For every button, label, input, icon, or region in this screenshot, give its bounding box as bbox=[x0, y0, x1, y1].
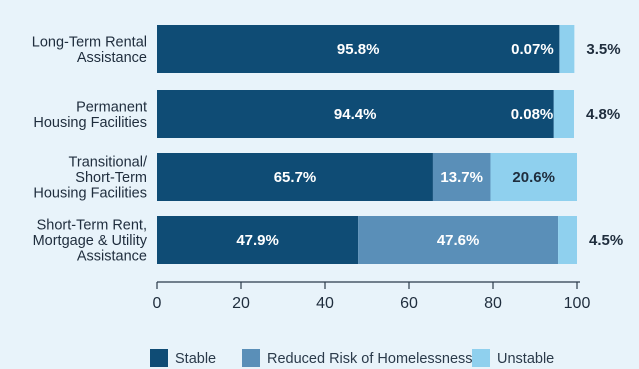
bar-segment-unstable bbox=[559, 25, 575, 73]
x-tick-label: 0 bbox=[153, 295, 162, 312]
category-label: Short-Term Rent, Mortgage & Utility Assist… bbox=[33, 218, 148, 265]
data-label: 3.5% bbox=[586, 41, 620, 58]
bar-segment-unstable bbox=[558, 216, 577, 264]
bar-segment-stable bbox=[157, 90, 554, 138]
legend-label: Reduced Risk of Homelessness bbox=[267, 351, 473, 367]
data-label: 65.7% bbox=[274, 169, 317, 186]
category-label-line: Housing Facilities bbox=[33, 186, 147, 202]
bar-segment-stable bbox=[157, 153, 433, 201]
data-label: 20.6% bbox=[512, 169, 555, 186]
category-label-line: Short-Term Rent, bbox=[37, 218, 147, 234]
bar-segment-stable bbox=[157, 216, 359, 264]
x-tick-label: 20 bbox=[232, 295, 250, 312]
category-label-line: Assistance bbox=[77, 50, 147, 66]
bar-segment-unstable bbox=[553, 90, 574, 138]
data-label: 0.07% bbox=[511, 41, 554, 58]
data-label: 13.7% bbox=[440, 169, 483, 186]
category-label: Long-Term Rental Assistance bbox=[32, 34, 147, 66]
category-label-line: Transitional/ bbox=[69, 155, 148, 171]
category-label-line: Housing Facilities bbox=[33, 115, 147, 131]
data-label: 95.8% bbox=[337, 41, 380, 58]
category-label: Transitional/Short-Term Housing Facilitie… bbox=[33, 155, 148, 202]
legend: Stable Reduced Risk of Homelessness Unstab… bbox=[150, 349, 554, 367]
category-label-line: Short-Term bbox=[75, 170, 147, 186]
bar-segment-stable bbox=[157, 25, 560, 73]
bars bbox=[157, 25, 577, 264]
data-label: 4.5% bbox=[589, 232, 623, 249]
category-label-line: Long-Term Rental bbox=[32, 34, 147, 50]
legend-label: Stable bbox=[175, 351, 216, 367]
data-label: 4.8% bbox=[586, 106, 620, 123]
x-axis-ticks: 0 20 40 60 80 100 bbox=[153, 282, 591, 312]
data-labels: 95.8% 0.07% 3.5% 94.4% 0.08% 4.8% 65.7% 13.7% 20… bbox=[236, 41, 623, 249]
category-label-line: Assistance bbox=[77, 249, 147, 265]
data-label: 0.08% bbox=[511, 106, 554, 123]
bar-segment-reduced-risk-of-homelessness bbox=[559, 25, 560, 73]
x-tick-label: 40 bbox=[316, 295, 334, 312]
category-label: Permanent Housing Facilities bbox=[33, 99, 147, 131]
data-label: 47.9% bbox=[236, 232, 279, 249]
legend-swatch bbox=[150, 349, 168, 367]
bar-segment-reduced-risk-of-homelessness bbox=[358, 216, 559, 264]
bar-segment-unstable bbox=[490, 153, 577, 201]
category-label-line: Mortgage & Utility bbox=[33, 233, 148, 249]
x-tick-label: 60 bbox=[400, 295, 418, 312]
category-label-line: Permanent bbox=[76, 99, 147, 115]
legend-swatch bbox=[242, 349, 260, 367]
data-label: 94.4% bbox=[334, 106, 377, 123]
legend-swatch bbox=[472, 349, 490, 367]
bar-segment-reduced-risk-of-homelessness bbox=[553, 90, 554, 138]
x-tick-label: 80 bbox=[484, 295, 502, 312]
bar-segment-reduced-risk-of-homelessness bbox=[432, 153, 491, 201]
data-label: 47.6% bbox=[437, 232, 480, 249]
legend-label: Unstable bbox=[497, 351, 554, 367]
x-tick-label: 100 bbox=[564, 295, 591, 312]
